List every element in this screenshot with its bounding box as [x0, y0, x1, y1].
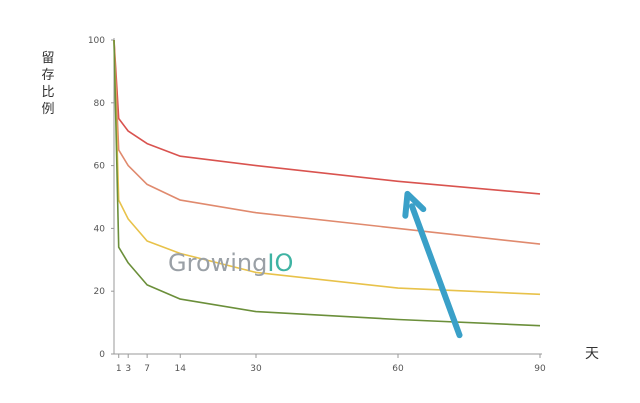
y-tick-label: 40 [94, 224, 106, 234]
arrow-head [402, 190, 427, 219]
x-tick-label: 14 [175, 364, 187, 374]
watermark-prefix: Growing [168, 249, 267, 277]
y-axis-label-char: 例 [41, 102, 55, 117]
series-lines [113, 39, 541, 327]
annotations [402, 190, 463, 339]
x-tick-label: 3 [125, 364, 131, 374]
y-tick-label: 80 [94, 99, 106, 109]
series-line [113, 39, 541, 245]
y-tick-label: 20 [94, 287, 106, 297]
x-tick-label: 7 [144, 364, 150, 374]
x-tick-label: 30 [250, 364, 262, 374]
arrow-shaft [409, 203, 463, 339]
series-line [113, 39, 541, 296]
x-tick-label: 60 [392, 364, 404, 374]
y-axis-label-char: 留 [41, 51, 55, 66]
x-tick-label: 90 [534, 364, 546, 374]
y-tick-label: 100 [88, 36, 105, 46]
y-axis-label-char: 比 [41, 85, 55, 100]
x-tick-label: 1 [116, 364, 122, 374]
watermark-suffix: IO [267, 249, 293, 277]
x-axis-unit: 天 [585, 346, 599, 362]
y-tick-label: 60 [94, 162, 106, 172]
watermark: GrowingIO [168, 249, 293, 277]
y-tick-label: 0 [99, 350, 105, 360]
series-line [113, 39, 541, 195]
series-line [113, 39, 541, 327]
y-axis-label: 留存比例 [40, 50, 56, 118]
y-axis-label-char: 存 [41, 68, 55, 83]
axes: 0 20 40 60 80 100 1 3 7 14 30 60 90 [88, 36, 546, 374]
